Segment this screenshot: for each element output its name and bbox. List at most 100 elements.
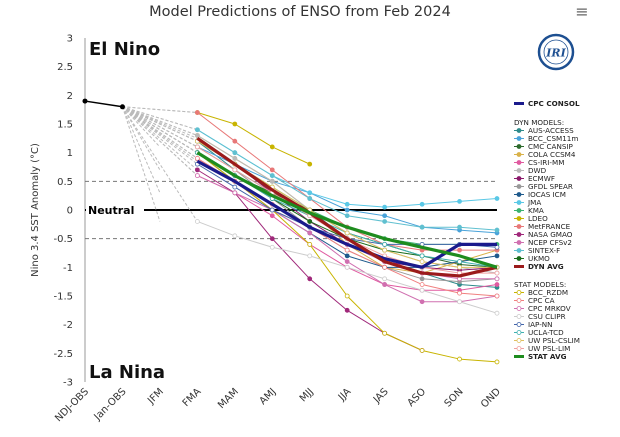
data-point [307, 230, 313, 236]
data-point [307, 253, 313, 259]
data-point [382, 247, 388, 253]
data-point [382, 219, 388, 224]
legend-label: LDEO [528, 214, 548, 223]
data-point [494, 196, 500, 201]
y-axis-label: Nino 3.4 SST Anomaly (°C) [30, 143, 41, 277]
data-point [457, 356, 462, 362]
legend-marker [516, 200, 522, 205]
data-point [494, 227, 500, 233]
data-point [494, 253, 500, 259]
legend-marker [516, 338, 522, 343]
el-nino-label: El Nino [89, 39, 160, 60]
legend-label: NASA GMAO [528, 230, 573, 239]
data-point [232, 121, 238, 127]
series-line-ldeo [197, 112, 310, 165]
data-point [232, 138, 238, 144]
data-point [307, 276, 313, 282]
y-tick-label: 1 [67, 148, 73, 159]
y-tick-label: 0 [67, 206, 73, 217]
legend-label: BCC_CSM11m [528, 134, 578, 143]
data-point [419, 287, 425, 293]
legend-marker [516, 306, 522, 311]
data-point [382, 241, 388, 247]
legend-label: GFDL SPEAR [528, 182, 573, 191]
data-point [232, 167, 238, 173]
data-point [419, 224, 425, 230]
data-point [382, 264, 388, 270]
data-point [494, 270, 500, 276]
data-point [344, 293, 350, 299]
legend-label: JMA [527, 198, 541, 207]
x-tick-label: ASO [406, 386, 429, 409]
legend-marker [516, 176, 522, 181]
data-point [419, 348, 425, 353]
data-point [457, 290, 462, 296]
legend-marker [516, 314, 522, 319]
data-point [344, 307, 350, 313]
data-point [494, 310, 500, 316]
legend-header-dyn: DYN MODELS: [514, 118, 564, 127]
data-point [269, 144, 275, 150]
spread-fan [121, 106, 198, 222]
data-point [344, 213, 350, 219]
y-tick-label: -1.5 [53, 292, 73, 303]
x-tick-label: MAM [216, 386, 241, 411]
x-tick-label: Jan-OBS [92, 386, 129, 423]
spread-line [122, 106, 198, 136]
spread-line [122, 106, 198, 148]
legend-marker [516, 232, 522, 237]
legend-label: ECMWF [528, 174, 555, 183]
data-point [457, 247, 462, 253]
legend-label: IAP-NN [528, 320, 553, 329]
legend-label: UW PSL-LIM [528, 344, 570, 353]
data-point [382, 204, 388, 210]
spread-line [122, 106, 198, 176]
y-tick-label: -1 [63, 263, 73, 274]
spread-line [122, 106, 198, 222]
legend-marker [516, 160, 522, 165]
legend-label: KMA [528, 206, 544, 215]
data-point [269, 207, 275, 213]
data-point [344, 201, 350, 207]
data-point [194, 219, 200, 224]
data-point [194, 144, 200, 150]
data-point [194, 110, 200, 115]
series-lines [82, 98, 500, 365]
data-point [307, 219, 313, 224]
spread-line [122, 106, 198, 114]
data-point [307, 196, 313, 201]
data-point [494, 293, 500, 299]
data-point [307, 190, 313, 196]
legend-marker [516, 184, 522, 189]
spread-line [122, 106, 198, 171]
observed-point [82, 98, 88, 104]
x-tick-label: JAS [371, 386, 391, 406]
legend-label: CPC CONSOL [528, 99, 580, 108]
legend-marker [516, 192, 522, 197]
data-point [269, 213, 275, 219]
data-point [457, 259, 462, 265]
legend-label: CPC CA [528, 296, 555, 305]
legend-marker [516, 208, 522, 213]
spread-line [121, 106, 161, 222]
data-point [382, 330, 388, 336]
legend-label: DWD [528, 166, 547, 175]
hamburger-menu-icon[interactable]: ≡ [575, 2, 589, 21]
data-point [307, 241, 313, 247]
data-point [457, 198, 462, 204]
legend-label: UKMO [528, 254, 550, 263]
y-tick-label: -0.5 [53, 234, 73, 245]
series-line-stat-avg [196, 151, 498, 269]
series-line-bcc-csm11m [197, 146, 498, 234]
x-tick-label: FMA [181, 386, 204, 409]
x-tick-label: AMJ [258, 386, 279, 407]
iri-logo: IRI [537, 33, 575, 71]
data-point [232, 184, 238, 190]
legend-marker [516, 322, 522, 327]
data-point [419, 253, 425, 259]
legend-label: STAT AVG [528, 352, 567, 361]
data-point [194, 127, 200, 133]
legend-label: CPC MRKOV [528, 304, 571, 313]
x-tick-label: JFM [145, 386, 166, 407]
